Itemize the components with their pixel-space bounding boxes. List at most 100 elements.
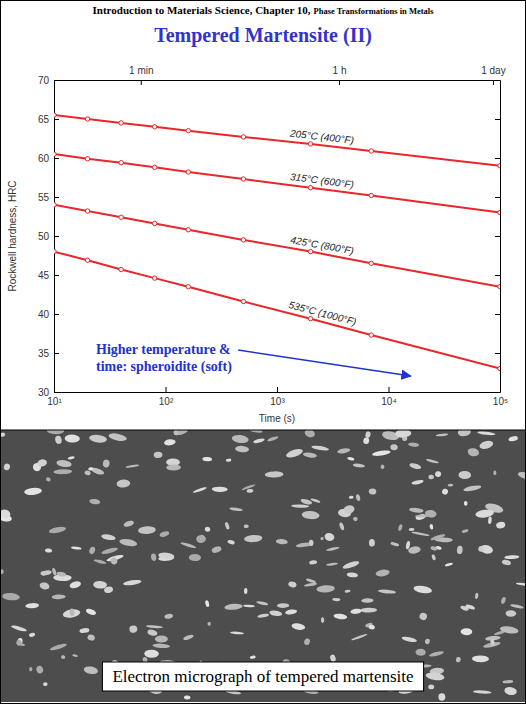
micrograph-particle [88, 467, 94, 471]
micrograph-particle [378, 589, 396, 594]
tick-label: 60 [38, 153, 50, 164]
series-marker [54, 113, 56, 117]
micrograph-particle [380, 464, 385, 469]
tick: 1 h [333, 65, 347, 85]
micrograph-particle [426, 458, 440, 464]
micrograph-particle [183, 634, 194, 641]
micrograph-particle [244, 524, 249, 528]
series-marker [85, 117, 89, 121]
micrograph-particle [46, 477, 52, 482]
micrograph-particle [361, 598, 373, 603]
micrograph-particle [490, 639, 495, 646]
micrograph-particle [119, 538, 138, 548]
micrograph-particle [192, 486, 207, 493]
tick-mark [339, 80, 340, 85]
tick: 35 [38, 348, 59, 359]
micrograph-particle [1, 432, 6, 437]
series-marker [308, 249, 312, 253]
micrograph-particle [395, 430, 412, 438]
micrograph-particle [116, 479, 130, 488]
micrograph-particle [390, 444, 398, 450]
micrograph-particle [93, 581, 107, 589]
micrograph-particle [353, 463, 365, 468]
tick-mark [54, 236, 59, 237]
tick [495, 236, 500, 237]
tick-label: 1 min [129, 65, 153, 76]
micrograph-particle [375, 569, 390, 578]
series-marker [241, 135, 245, 139]
series-marker [498, 285, 500, 289]
micrograph-particle [269, 610, 283, 617]
micrograph-particle [24, 487, 42, 496]
micrograph-particle [368, 624, 375, 629]
micrograph-particle [147, 629, 158, 637]
micrograph-particle [329, 654, 336, 662]
micrograph-particle [337, 447, 351, 454]
tick-label: 10³ [270, 396, 285, 407]
micrograph-particle [291, 622, 306, 631]
series-marker [186, 170, 190, 174]
micrograph-particle [303, 638, 310, 646]
micrograph-particle [20, 643, 26, 646]
series-marker [186, 228, 190, 232]
tick-mark [54, 119, 59, 120]
tick: 10⁴ [381, 387, 396, 407]
micrograph-particle [438, 693, 446, 701]
micrograph-particle [123, 579, 142, 586]
micrograph-particle [363, 437, 369, 444]
caption-box [102, 662, 423, 691]
micrograph-particle [71, 546, 82, 550]
micrograph-particle [54, 435, 62, 444]
series-marker [241, 177, 245, 181]
micrograph-particle [510, 603, 524, 609]
micrograph-particle [342, 560, 360, 571]
x2-axis: 1 min1 h1 day [55, 65, 506, 85]
micrograph-particle [434, 471, 441, 478]
micrograph-particle [493, 470, 496, 475]
micrograph-particle [456, 657, 462, 663]
micrograph-particle [11, 624, 28, 632]
micrograph-particle [465, 604, 475, 611]
micrograph-particle [303, 452, 318, 459]
micrograph-particle [506, 610, 517, 617]
series-label: 425°C (800°F) [290, 234, 355, 256]
series-marker [152, 221, 156, 225]
micrograph-particle [445, 562, 454, 567]
micrograph-particle [369, 539, 375, 547]
micrograph-particle [401, 636, 417, 643]
tick [495, 197, 500, 198]
micrograph-particle [430, 546, 438, 551]
micrograph-particle [207, 622, 210, 626]
micrograph-particle [129, 625, 138, 633]
series-marker [369, 261, 373, 265]
micrograph-particle [472, 655, 489, 662]
series-marker [85, 258, 89, 262]
micrograph-particle [285, 447, 304, 459]
micrograph-particle [415, 515, 428, 518]
tick-mark [141, 80, 142, 85]
tick-mark [495, 314, 500, 315]
series-marker [186, 129, 190, 133]
micrograph-particle [409, 528, 415, 531]
series-marker [241, 238, 245, 242]
micrograph-particle [346, 572, 358, 578]
series-line [54, 252, 500, 369]
y-axis: 303540455055606570 [38, 75, 59, 398]
micrograph-particle [496, 521, 506, 529]
micrograph-particle [110, 557, 119, 566]
micrograph-particle [488, 516, 492, 524]
micrograph-particle [164, 613, 173, 619]
tick-mark [389, 387, 390, 392]
series-marker [54, 249, 56, 253]
micrograph-particle [343, 504, 355, 514]
tick-mark [495, 119, 500, 120]
series-marker [498, 210, 500, 214]
micrograph-particle [475, 593, 479, 600]
micrograph-particle [180, 541, 197, 549]
micrograph-particle [151, 553, 157, 561]
micrograph-particle [230, 631, 244, 634]
tick-mark [54, 275, 59, 276]
micrograph-particle [93, 558, 106, 564]
tick-mark [495, 275, 500, 276]
tick-mark [54, 353, 59, 354]
